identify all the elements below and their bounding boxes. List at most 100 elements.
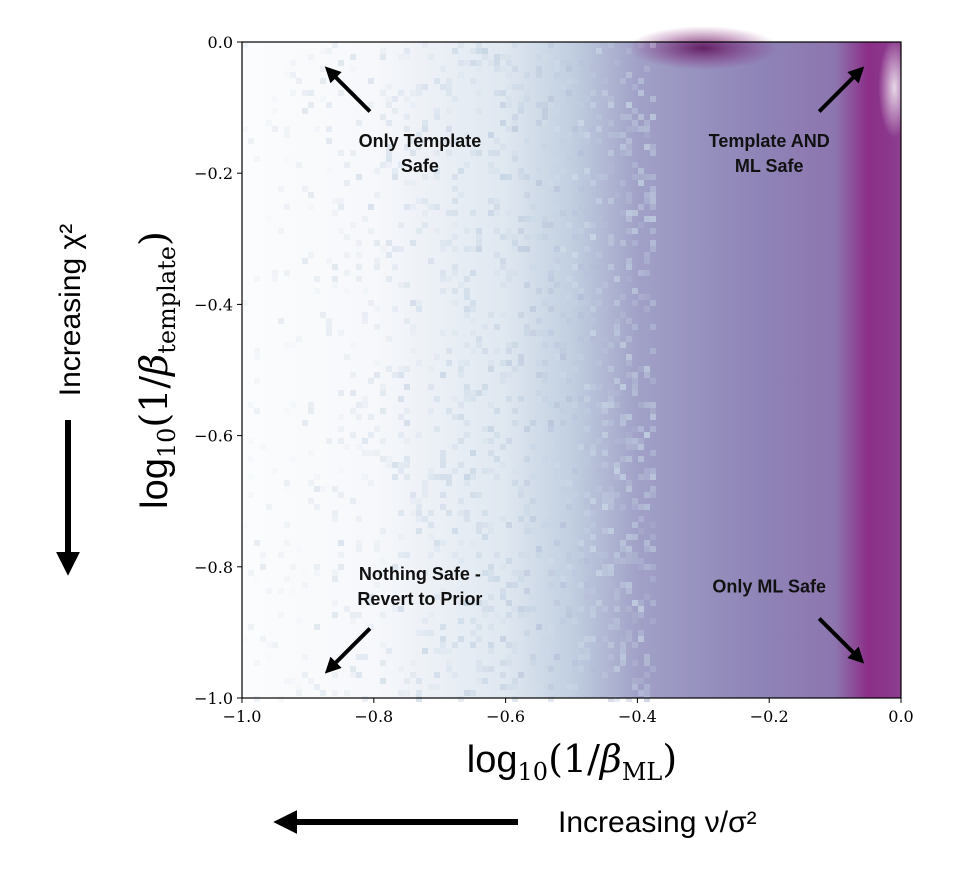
- heatmap-cell: [476, 390, 482, 396]
- heatmap-cell: [428, 552, 434, 558]
- heatmap-cell: [644, 120, 650, 126]
- heatmap-cell: [488, 564, 494, 570]
- heatmap-cell: [632, 240, 638, 246]
- heatmap-cell: [608, 120, 614, 126]
- heatmap-cell: [440, 540, 446, 546]
- heatmap-cell: [578, 102, 584, 108]
- heatmap-cell: [524, 480, 530, 486]
- heatmap-cell: [578, 546, 584, 552]
- heatmap-cell: [482, 438, 488, 444]
- heatmap-cell: [554, 180, 560, 186]
- heatmap-cell: [410, 510, 416, 516]
- heatmap-cell: [614, 624, 620, 630]
- heatmap-cell: [584, 384, 590, 390]
- heatmap-cell: [560, 480, 566, 486]
- heatmap-cell: [596, 636, 602, 642]
- heatmap-cell: [554, 60, 560, 66]
- heatmap-cell: [464, 510, 470, 516]
- heatmap-cell: [404, 690, 410, 696]
- heatmap-cell: [632, 600, 638, 606]
- heatmap-cell: [272, 108, 278, 114]
- heatmap-cell: [422, 618, 428, 624]
- heatmap-cell: [416, 432, 422, 438]
- heatmap-cell: [542, 54, 548, 60]
- heatmap-cell: [584, 300, 590, 306]
- heatmap-cell: [470, 246, 476, 252]
- heatmap-cell: [530, 174, 536, 180]
- heatmap-cell: [422, 84, 428, 90]
- heatmap-cell: [428, 630, 434, 636]
- heatmap-cell: [380, 114, 386, 120]
- heatmap-cell: [296, 684, 302, 690]
- heatmap-cell: [440, 450, 446, 456]
- heatmap-cell: [398, 468, 404, 474]
- heatmap-cell: [266, 678, 272, 684]
- heatmap-cell: [500, 462, 506, 468]
- heatmap-cell: [398, 606, 404, 612]
- heatmap-cell: [548, 522, 554, 528]
- heatmap-cell: [506, 600, 512, 606]
- heatmap-cell: [578, 606, 584, 612]
- heatmap-cell: [398, 432, 404, 438]
- heatmap-cell: [518, 168, 524, 174]
- heatmap-cell: [500, 588, 506, 594]
- heatmap-cell: [524, 552, 530, 558]
- heatmap-cell: [626, 414, 632, 420]
- heatmap-cell: [638, 402, 644, 408]
- heatmap-cell: [596, 216, 602, 222]
- heatmap-cell: [422, 222, 428, 228]
- heatmap-cell: [650, 96, 656, 102]
- heatmap-cell: [506, 642, 512, 648]
- heatmap-cell: [434, 204, 440, 210]
- heatmap-cell: [404, 552, 410, 558]
- heatmap-cell: [566, 396, 572, 402]
- heatmap-cell: [446, 660, 452, 666]
- heatmap-cell: [410, 498, 416, 504]
- heatmap-cell: [446, 360, 452, 366]
- heatmap-cell: [464, 474, 470, 480]
- heatmap-cell: [386, 336, 392, 342]
- heatmap-cell: [440, 270, 446, 276]
- heatmap-cell: [356, 120, 362, 126]
- heatmap-cell: [398, 372, 404, 378]
- heatmap-cell: [320, 312, 326, 318]
- heatmap-cell: [566, 504, 572, 510]
- heatmap-cell: [554, 462, 560, 468]
- heatmap-cell: [248, 624, 254, 630]
- heatmap-cell: [638, 204, 644, 210]
- heatmap-cell: [326, 330, 332, 336]
- y-tick-label: 0.0: [208, 33, 233, 52]
- heatmap-cell: [440, 624, 446, 630]
- heatmap-cell: [614, 300, 620, 306]
- heatmap-cell: [500, 282, 506, 288]
- heatmap-cell: [380, 54, 386, 60]
- x-tick-label: −1.0: [223, 707, 262, 726]
- heatmap-cell: [512, 156, 518, 162]
- heatmap-cell: [344, 252, 350, 258]
- heatmap-cell: [518, 102, 524, 108]
- heatmap-cell: [524, 282, 530, 288]
- heatmap-cell: [368, 450, 374, 456]
- heatmap-cell: [560, 354, 566, 360]
- heatmap-cell: [332, 690, 338, 696]
- heatmap-cell: [278, 612, 284, 618]
- heatmap-cell: [452, 270, 458, 276]
- heatmap-cell: [578, 120, 584, 126]
- heatmap-cell: [518, 576, 524, 582]
- heatmap-cell: [278, 228, 284, 234]
- heatmap-cell: [332, 276, 338, 282]
- heatmap-cell: [452, 96, 458, 102]
- heatmap-cell: [434, 672, 440, 678]
- heatmap-cell: [566, 498, 572, 504]
- y-tick-label: −0.4: [194, 295, 233, 314]
- annotation-arrow: [817, 617, 865, 664]
- heatmap-cell: [524, 426, 530, 432]
- heatmap-cell: [578, 558, 584, 564]
- heatmap-cell: [368, 600, 374, 606]
- heatmap-cell: [398, 534, 404, 540]
- heatmap-cell: [434, 426, 440, 432]
- heatmap-cell: [578, 186, 584, 192]
- heatmap-cell: [572, 354, 578, 360]
- heatmap-cell: [506, 102, 512, 108]
- heatmap-cell: [494, 576, 500, 582]
